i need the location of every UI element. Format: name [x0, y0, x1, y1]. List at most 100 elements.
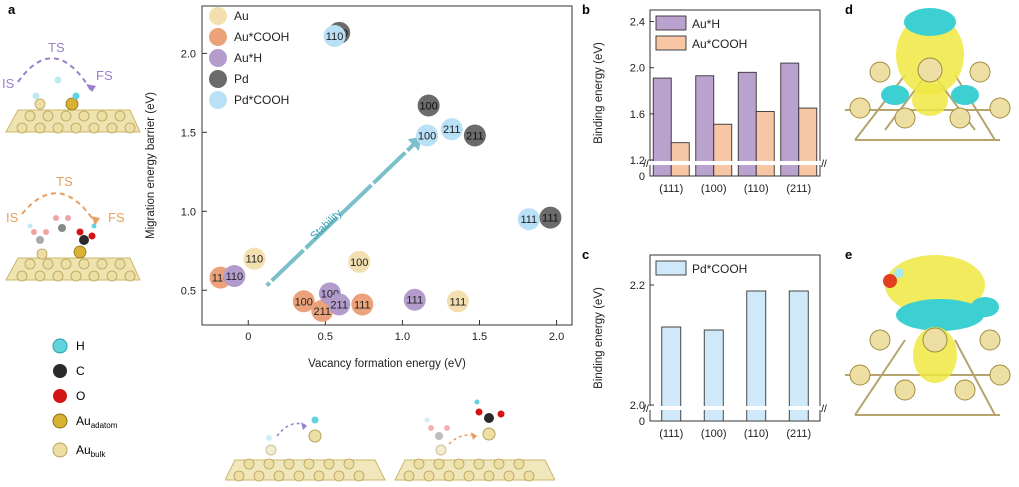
scatter-point — [292, 290, 315, 313]
y-tick-label: 0 — [639, 416, 645, 428]
scatter-point — [328, 293, 351, 316]
x-tick-label: (100) — [701, 428, 727, 440]
bar — [755, 111, 775, 177]
bar — [737, 71, 757, 177]
bar-plot-frame — [649, 9, 821, 177]
x-tick-label: 2.0 — [549, 331, 564, 343]
axis-break-mark: // — [643, 159, 649, 170]
legend-label: Au*COOH — [692, 37, 747, 51]
ts-label-1: TS — [48, 40, 65, 55]
scatter-point-label: 110 — [226, 271, 244, 283]
y-tick-label: 1.6 — [630, 109, 645, 121]
scatter-point — [403, 288, 426, 311]
atom-legend-sub: bulk — [91, 450, 107, 459]
scatter-point-label: 211 — [443, 124, 461, 136]
scatter-point-label: 211 — [313, 306, 331, 318]
svg-text:Aubulk: Aubulk — [76, 443, 106, 459]
scatter-chart: 0 0.5 1.0 1.5 2.0 0.5 1.0 1.5 2.0 Vacancy formati… — [145, 5, 573, 370]
hydrogen-atom-icon — [52, 338, 68, 354]
scatter-point-label: 110 — [326, 31, 344, 43]
x-tick-label: (211) — [786, 183, 811, 195]
bar — [780, 62, 800, 177]
y-tick-label: 0 — [639, 171, 645, 183]
surface-slab-2 — [5, 215, 141, 282]
scatter-point — [539, 206, 562, 229]
oxygen-atom-icon — [53, 389, 67, 403]
legend-label: Au*COOH — [234, 30, 289, 44]
x-tick-label: (100) — [701, 183, 727, 195]
legend-swatch — [209, 28, 227, 46]
bar-plot-frame — [649, 254, 821, 422]
legend-swatch — [209, 7, 227, 25]
panel-label-b: b — [582, 2, 590, 17]
x-tick-label: (211) — [786, 428, 811, 440]
gold-adatom-icon — [52, 413, 68, 429]
axis-break-mark: // — [821, 404, 827, 415]
y-tick-label: 2.0 — [181, 48, 196, 60]
stability-annotation: Stability — [308, 207, 344, 243]
arrowhead-1-icon — [86, 84, 96, 92]
x-tick-label: 1.0 — [395, 331, 410, 343]
x-tick-label: (111) — [659, 428, 683, 440]
x-axis-label: Vacancy formation energy (eV) — [308, 358, 466, 370]
x-tick-label: (111) — [659, 183, 683, 195]
y-tick-label: 1.5 — [181, 127, 196, 139]
scatter-point — [348, 250, 371, 273]
bottom-slab-diagrams — [225, 399, 555, 482]
legend-swatch — [655, 15, 687, 31]
panel-a-schematic: a TS IS FS TS IS FS — [2, 2, 141, 459]
panel-label-a: a — [8, 2, 16, 17]
bar-chart-c: c(111) (100) (110) (211)////02.02.2Binding … — [582, 247, 827, 440]
scatter-point-label: 100 — [350, 257, 368, 269]
legend-swatch — [209, 49, 227, 67]
fs-label-1: FS — [96, 68, 113, 83]
y-axis-label: Migration energy barrier (eV) — [145, 92, 157, 239]
panel-d-charge-density: d — [845, 2, 1011, 141]
slab-h-migration — [225, 416, 386, 482]
scatter-point — [323, 25, 346, 48]
axis-break-mark: // — [643, 404, 649, 415]
atom-legend-label: Au — [76, 414, 91, 428]
scatter-point — [417, 94, 440, 117]
y-axis-label: Binding energy (eV) — [593, 42, 605, 144]
bar — [746, 290, 767, 422]
scatter-point-label: 211 — [466, 130, 484, 142]
legend-label: Au — [234, 9, 249, 23]
panel-e-charge-density: e — [845, 247, 1011, 416]
atom-legend-label: O — [76, 389, 85, 403]
migration-path-2 — [21, 192, 97, 225]
slab-cooh-migration — [394, 399, 555, 482]
bar — [695, 75, 715, 177]
x-tick-label: 1.5 — [472, 331, 487, 343]
y-tick-label: 1.0 — [181, 206, 196, 218]
svg-text:Auadatom: Auadatom — [76, 414, 118, 430]
gold-bulk-icon — [52, 442, 68, 458]
scatter-point-label: 100 — [419, 100, 437, 112]
legend-label: Pd*COOH — [234, 93, 289, 107]
bar — [703, 329, 724, 422]
arrowhead-2-icon — [90, 216, 100, 224]
bar — [652, 77, 672, 177]
bar-chart-b: b(111) (100) (110) (211)////01.21.62.02.4Bi… — [582, 2, 827, 195]
x-tick-label: (110) — [744, 428, 769, 440]
ts-label-2: TS — [56, 174, 73, 189]
scatter-point-label: 211 — [330, 299, 348, 311]
axis-break-gap — [644, 406, 826, 410]
atom-legend-label: H — [76, 339, 85, 353]
y-tick-label: 2.0 — [630, 63, 645, 75]
scatter-plot-frame — [201, 5, 573, 326]
x-tick-label: (110) — [744, 183, 769, 195]
scatter-point-label: 111 — [542, 213, 559, 225]
y-tick-label: 1.2 — [630, 155, 645, 167]
scatter-point-label: 100 — [295, 296, 313, 308]
fs-label-2: FS — [108, 210, 125, 225]
bar — [788, 290, 809, 422]
scatter-point-label: 111 — [406, 295, 423, 307]
atom-legend-label: Au — [76, 443, 91, 457]
scatter-point — [463, 124, 486, 147]
surface-slab-1 — [5, 76, 141, 134]
legend-swatch — [209, 70, 227, 88]
scatter-point-label: 111 — [354, 299, 371, 311]
scatter-point — [517, 208, 540, 231]
legend-label: Au*H — [234, 51, 262, 65]
